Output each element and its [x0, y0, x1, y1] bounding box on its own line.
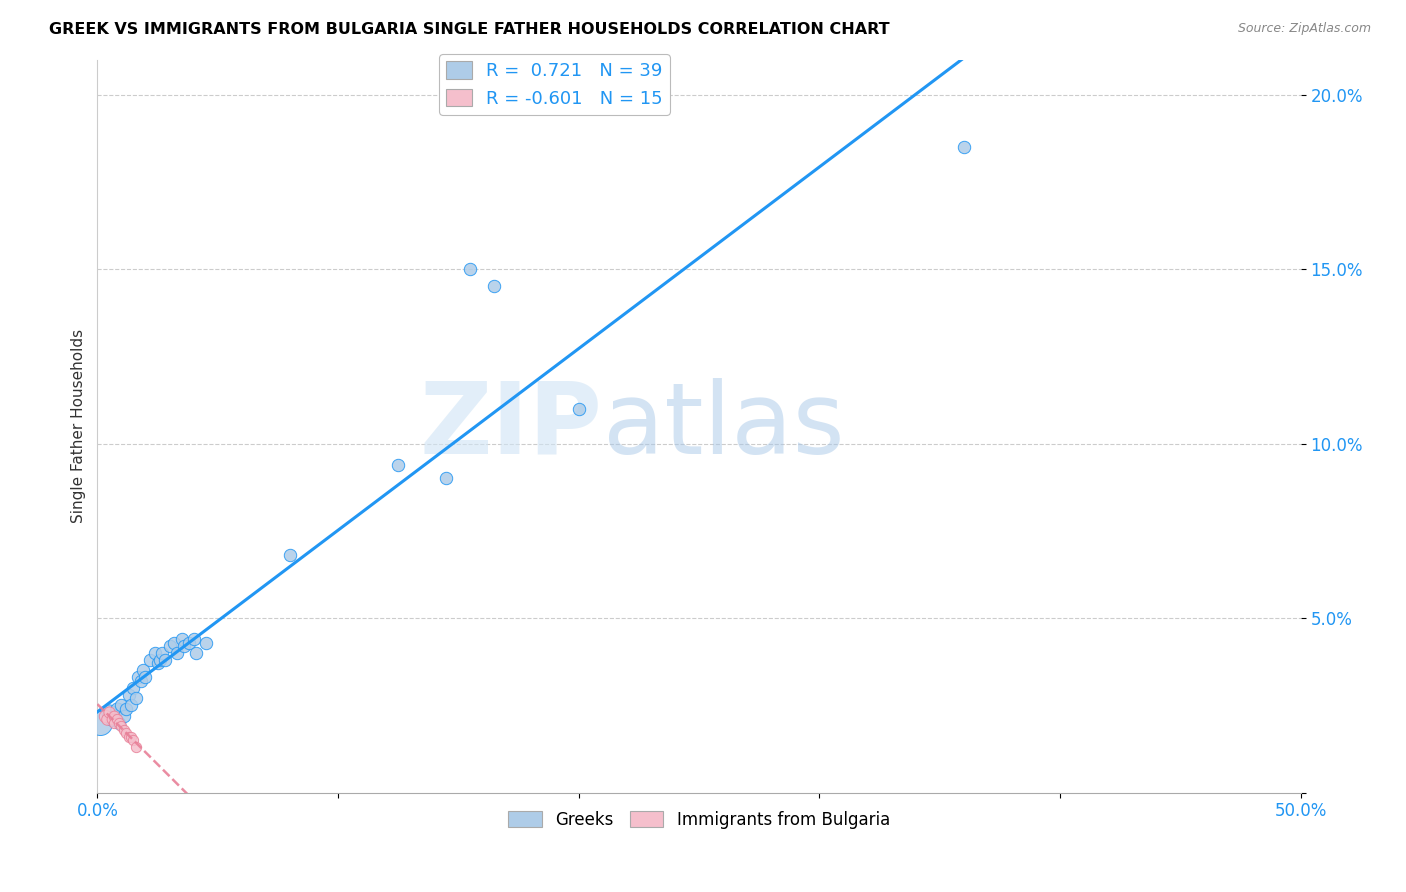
Text: atlas: atlas: [603, 377, 845, 475]
Text: Source: ZipAtlas.com: Source: ZipAtlas.com: [1237, 22, 1371, 36]
Point: [93, 709, 115, 723]
Point: [105, 712, 128, 726]
Point: [153, 653, 176, 667]
Point: [150, 646, 173, 660]
Point: [952, 140, 974, 154]
Point: [117, 730, 139, 744]
Point: [112, 723, 135, 737]
Point: [127, 670, 149, 684]
Point: [115, 726, 138, 740]
Point: [103, 709, 125, 723]
Point: [122, 681, 145, 695]
Point: [173, 639, 195, 653]
Point: [103, 715, 125, 730]
Point: [163, 635, 186, 649]
Legend: Greeks, Immigrants from Bulgaria: Greeks, Immigrants from Bulgaria: [502, 805, 897, 836]
Point: [112, 709, 135, 723]
Point: [108, 715, 131, 730]
Point: [484, 279, 506, 293]
Point: [460, 262, 482, 277]
Point: [159, 639, 181, 653]
Point: [98, 706, 121, 720]
Point: [143, 646, 166, 660]
Point: [568, 401, 591, 416]
Point: [139, 653, 162, 667]
Point: [110, 698, 132, 713]
Point: [96, 712, 118, 726]
Point: [108, 715, 131, 730]
Point: [387, 458, 409, 472]
Point: [122, 733, 145, 747]
Point: [120, 698, 142, 713]
Point: [134, 670, 156, 684]
Point: [98, 706, 121, 720]
Point: [434, 471, 457, 485]
Point: [110, 719, 132, 733]
Point: [101, 712, 124, 726]
Point: [129, 673, 152, 688]
Point: [89, 715, 111, 730]
Point: [194, 635, 217, 649]
Point: [132, 664, 155, 678]
Point: [170, 632, 193, 646]
Y-axis label: Single Father Households: Single Father Households: [72, 329, 86, 524]
Point: [183, 632, 205, 646]
Point: [120, 730, 142, 744]
Text: ZIP: ZIP: [420, 377, 603, 475]
Point: [278, 549, 301, 563]
Point: [184, 646, 207, 660]
Point: [105, 702, 128, 716]
Point: [125, 740, 148, 755]
Point: [115, 702, 138, 716]
Point: [166, 646, 188, 660]
Point: [103, 709, 125, 723]
Point: [146, 657, 169, 671]
Point: [117, 688, 139, 702]
Text: GREEK VS IMMIGRANTS FROM BULGARIA SINGLE FATHER HOUSEHOLDS CORRELATION CHART: GREEK VS IMMIGRANTS FROM BULGARIA SINGLE…: [49, 22, 890, 37]
Point: [125, 691, 148, 706]
Point: [101, 712, 124, 726]
Point: [149, 653, 172, 667]
Point: [177, 635, 200, 649]
